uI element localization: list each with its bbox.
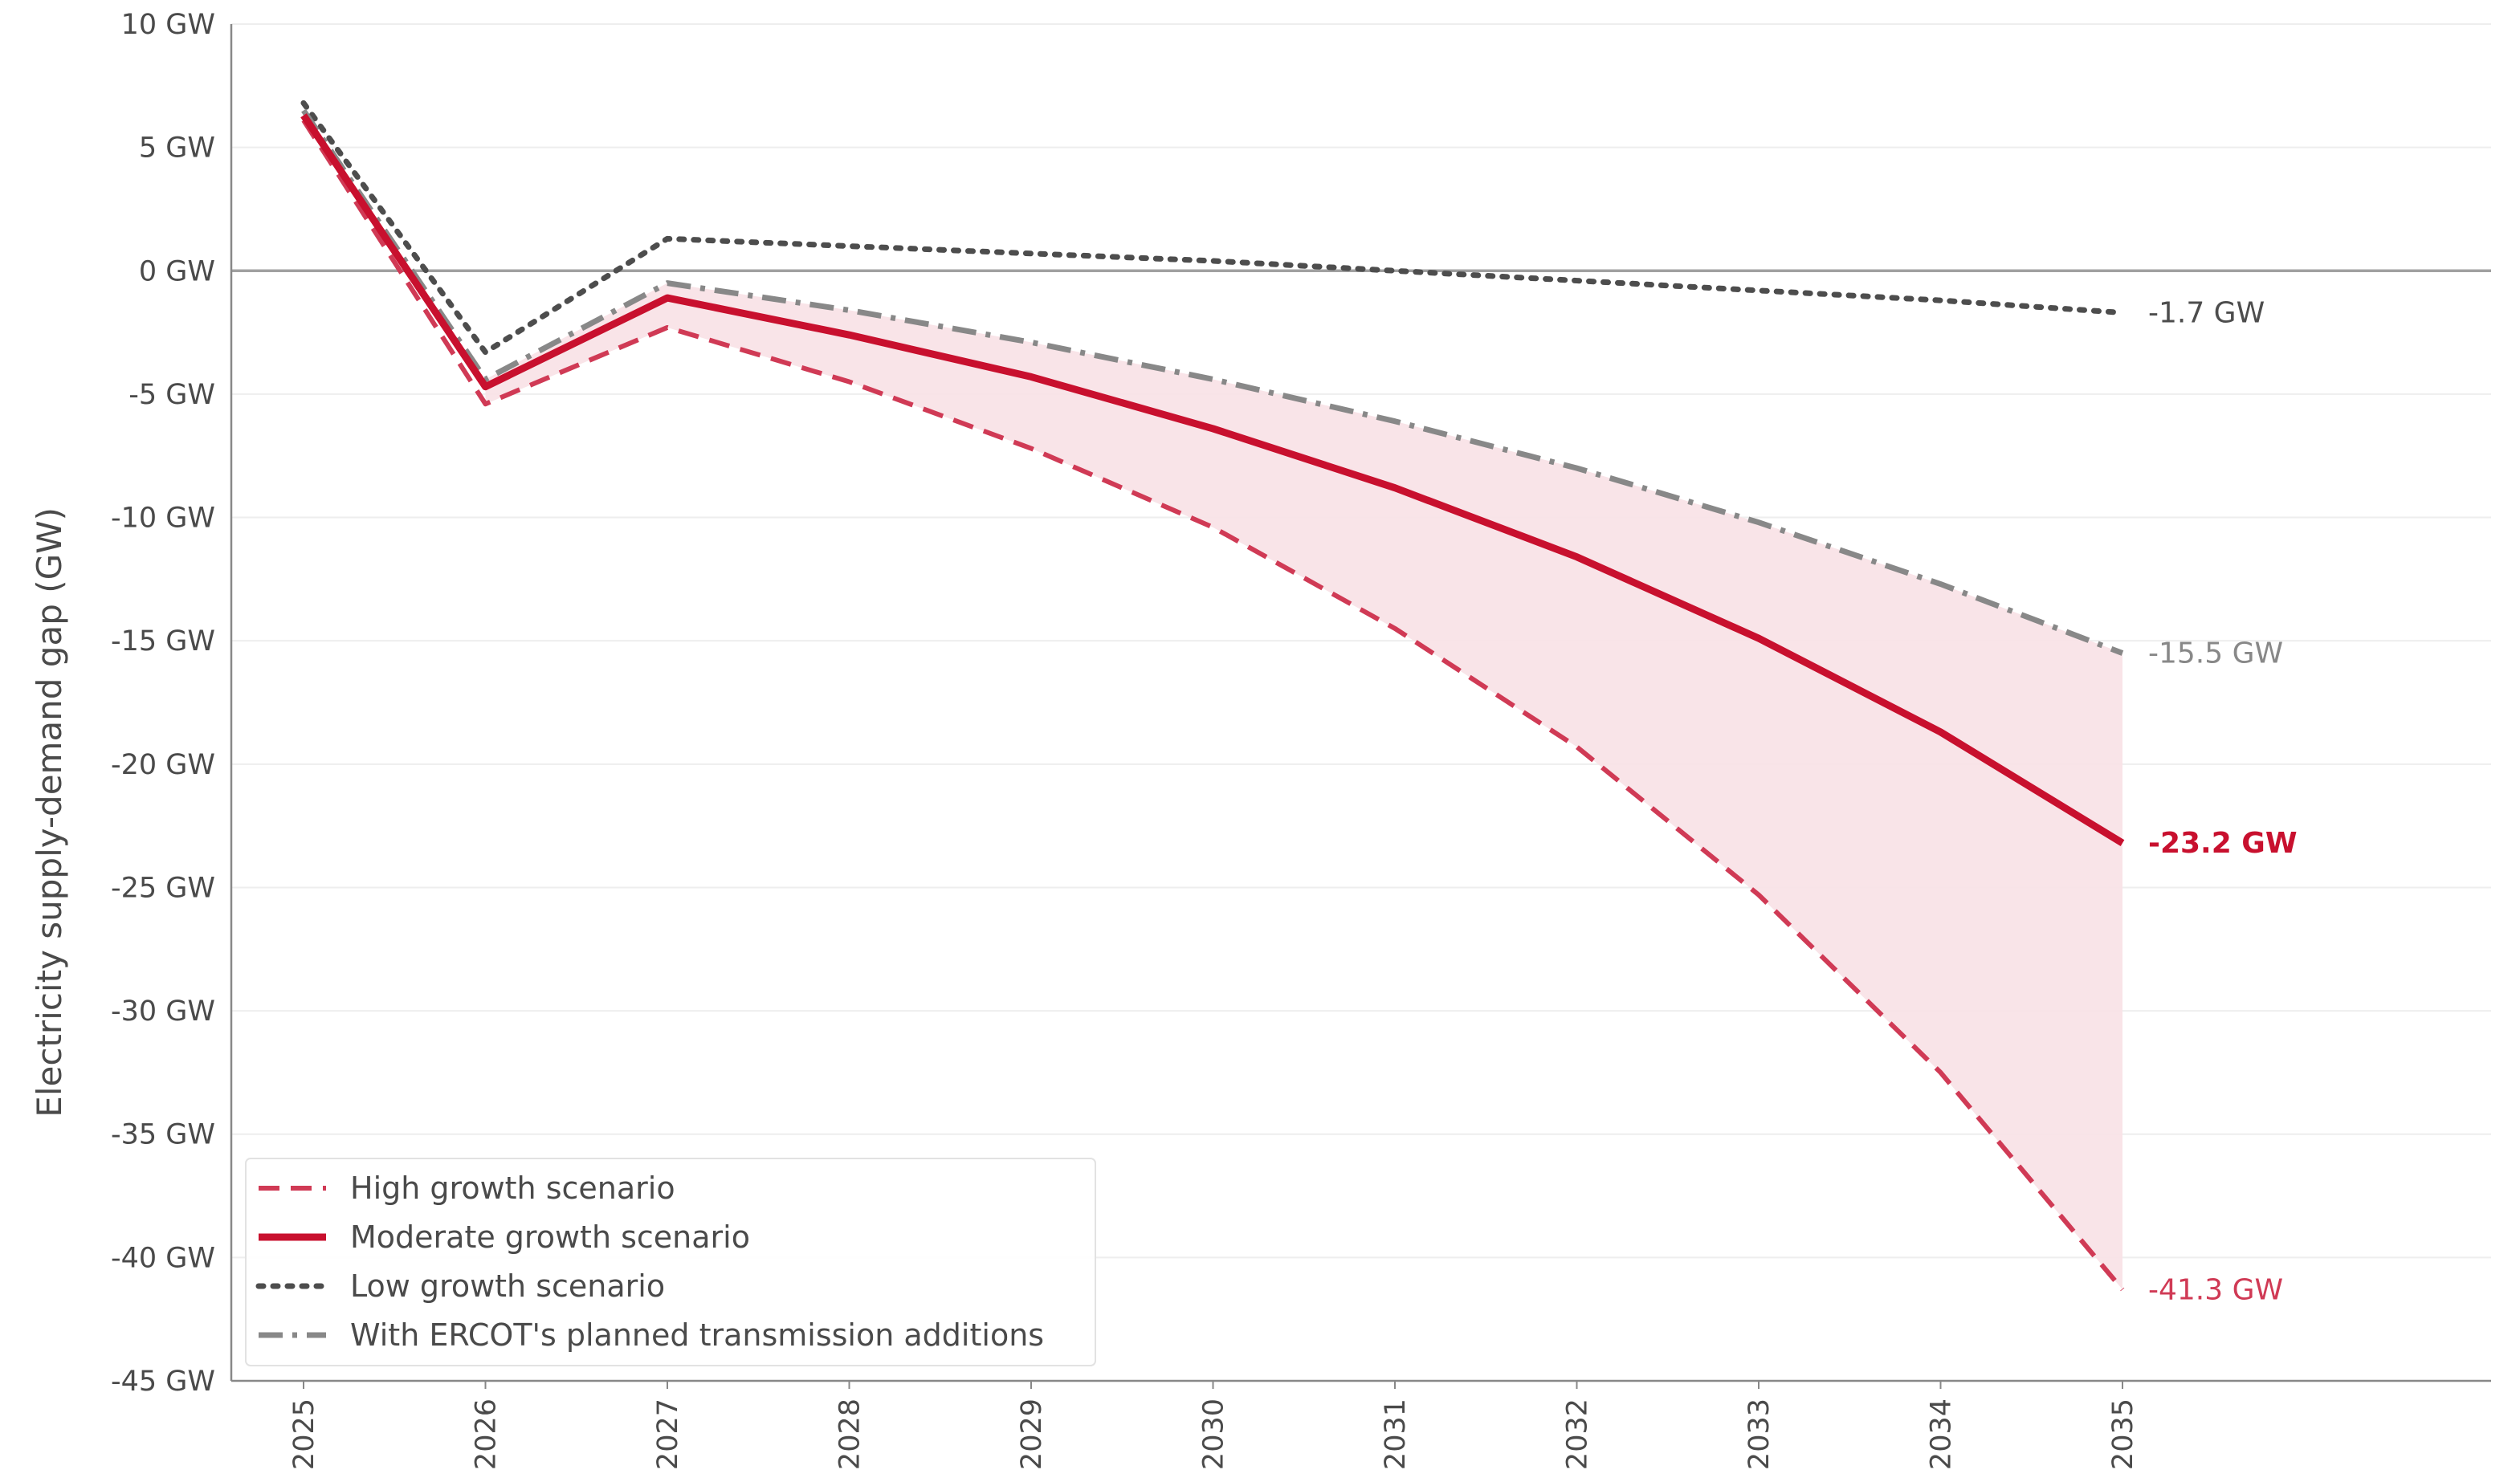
end-label-moderate: -23.2 GW bbox=[2148, 827, 2298, 860]
end-label-transmission: -15.5 GW bbox=[2148, 637, 2283, 670]
x-tick-label: 2033 bbox=[1743, 1399, 1776, 1470]
y-tick-label: -20 GW bbox=[111, 749, 215, 781]
x-tick-label: 2032 bbox=[1562, 1399, 1594, 1470]
y-tick-label: 10 GW bbox=[121, 9, 215, 41]
y-tick-label: 0 GW bbox=[139, 255, 215, 287]
end-label-high: -41.3 GW bbox=[2148, 1273, 2283, 1306]
legend-label-moderate: Moderate growth scenario bbox=[350, 1219, 750, 1255]
legend-label-high: High growth scenario bbox=[350, 1171, 675, 1206]
y-axis-title: Electricity supply-demand gap (GW) bbox=[30, 507, 69, 1118]
series-lines bbox=[300, 100, 2126, 1292]
y-tick-label: -10 GW bbox=[111, 503, 215, 535]
y-tick-label: 5 GW bbox=[139, 132, 215, 165]
x-tick-label: 2026 bbox=[471, 1399, 503, 1470]
y-tick-label: -45 GW bbox=[111, 1366, 215, 1398]
x-tick-label: 2031 bbox=[1380, 1399, 1412, 1470]
x-tick-label: 2025 bbox=[288, 1399, 320, 1470]
y-tick-label: -25 GW bbox=[111, 872, 215, 904]
x-tick-label: 2028 bbox=[834, 1399, 867, 1470]
y-tick-label: -5 GW bbox=[128, 379, 215, 411]
x-tick-label: 2030 bbox=[1198, 1399, 1230, 1470]
axes bbox=[230, 24, 2491, 1382]
legend: High growth scenario Moderate growth scen… bbox=[245, 1158, 1096, 1366]
y-tick-label: -30 GW bbox=[111, 995, 215, 1028]
legend-label-low: Low growth scenario bbox=[350, 1268, 665, 1304]
legend-box bbox=[245, 1158, 1096, 1366]
y-tick-labels: 10 GW 5 GW 0 GW -5 GW -10 GW -15 GW -20 GW -25 … bbox=[111, 9, 215, 1398]
legend-label-transmission: With ERCOT's planned transmission additi… bbox=[350, 1317, 1044, 1353]
scenario-range-band bbox=[485, 283, 2122, 1290]
y-tick-label: -35 GW bbox=[111, 1119, 215, 1151]
x-tick-labels: 2025 2026 2027 2028 2029 2030 2031 2032 2033 2034… bbox=[288, 1381, 2139, 1470]
x-tick-label: 2027 bbox=[652, 1399, 684, 1470]
series-line-moderate bbox=[300, 113, 2125, 846]
end-labels: -41.3 GW -23.2 GW -1.7 GW -15.5 GW bbox=[2148, 297, 2298, 1307]
series-line-high bbox=[301, 119, 2125, 1292]
y-tick-label: -15 GW bbox=[111, 625, 215, 658]
end-label-low: -1.7 GW bbox=[2148, 297, 2265, 330]
series-line-low bbox=[300, 100, 2126, 356]
x-tick-label: 2035 bbox=[2107, 1399, 2139, 1470]
x-tick-label: 2029 bbox=[1016, 1399, 1048, 1470]
x-tick-label: 2034 bbox=[1926, 1399, 1958, 1470]
y-tick-label: -40 GW bbox=[111, 1242, 215, 1274]
